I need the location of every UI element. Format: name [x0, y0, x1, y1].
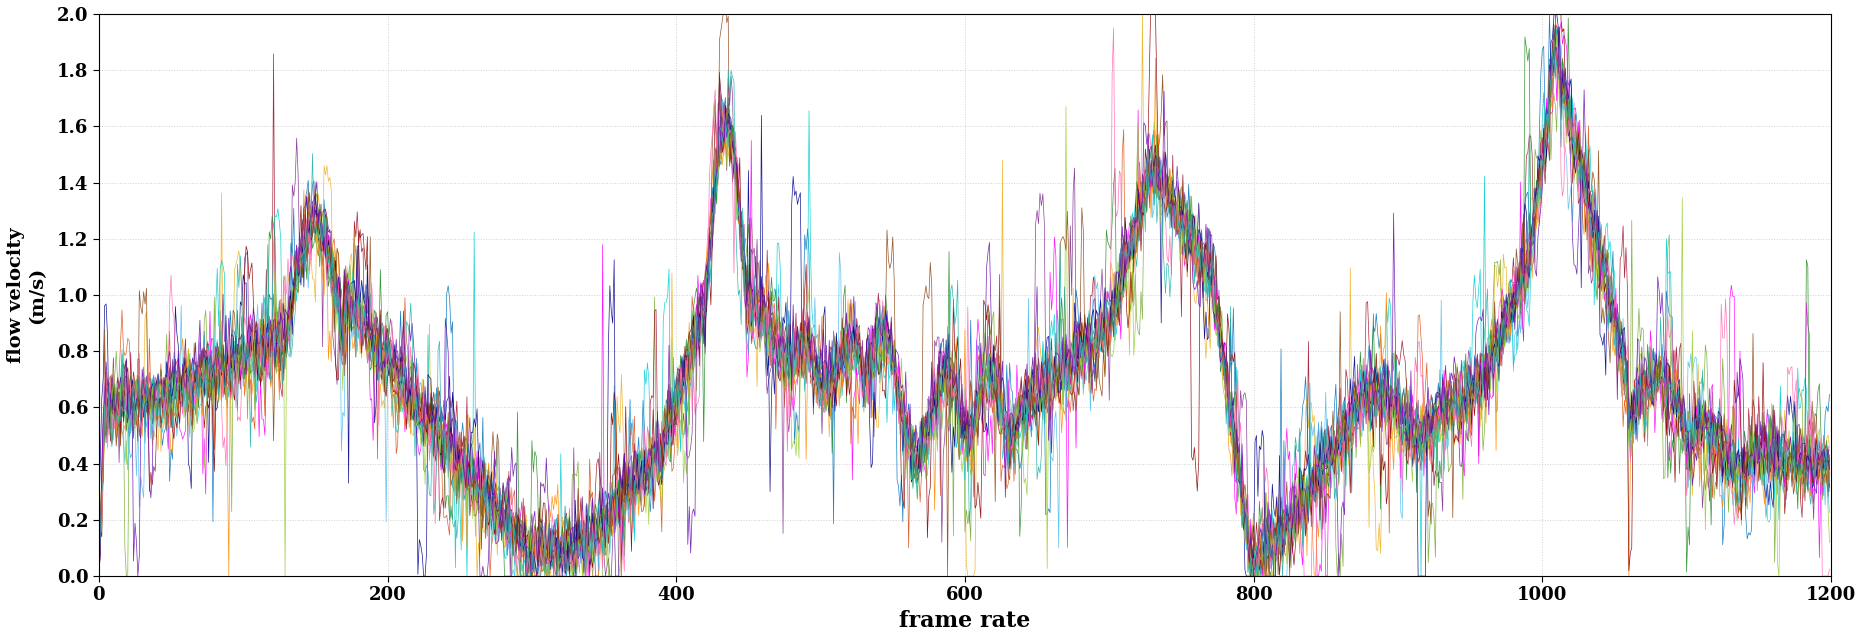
X-axis label: frame rate: frame rate	[900, 610, 1030, 632]
Y-axis label: flow velocity
(m/s): flow velocity (m/s)	[7, 227, 47, 363]
